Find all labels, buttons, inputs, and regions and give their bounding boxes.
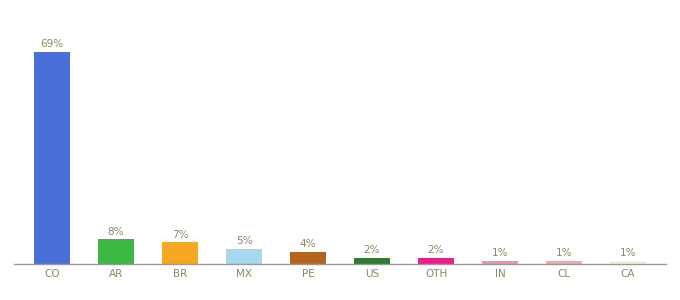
Bar xyxy=(547,261,581,264)
Bar xyxy=(354,258,390,264)
Text: 69%: 69% xyxy=(40,39,63,49)
Text: 5%: 5% xyxy=(236,236,252,246)
Text: 7%: 7% xyxy=(172,230,188,240)
Text: 2%: 2% xyxy=(364,245,380,255)
Bar xyxy=(163,242,198,264)
Bar xyxy=(482,261,517,264)
Bar xyxy=(35,52,69,264)
Text: 1%: 1% xyxy=(492,248,508,259)
Bar xyxy=(418,258,454,264)
Text: 4%: 4% xyxy=(300,239,316,249)
Bar xyxy=(226,249,262,264)
Bar xyxy=(99,239,133,264)
Bar xyxy=(611,261,645,264)
Text: 1%: 1% xyxy=(556,248,573,259)
Text: 8%: 8% xyxy=(107,227,124,237)
Text: 2%: 2% xyxy=(428,245,444,255)
Bar xyxy=(290,252,326,264)
Text: 1%: 1% xyxy=(619,248,636,259)
